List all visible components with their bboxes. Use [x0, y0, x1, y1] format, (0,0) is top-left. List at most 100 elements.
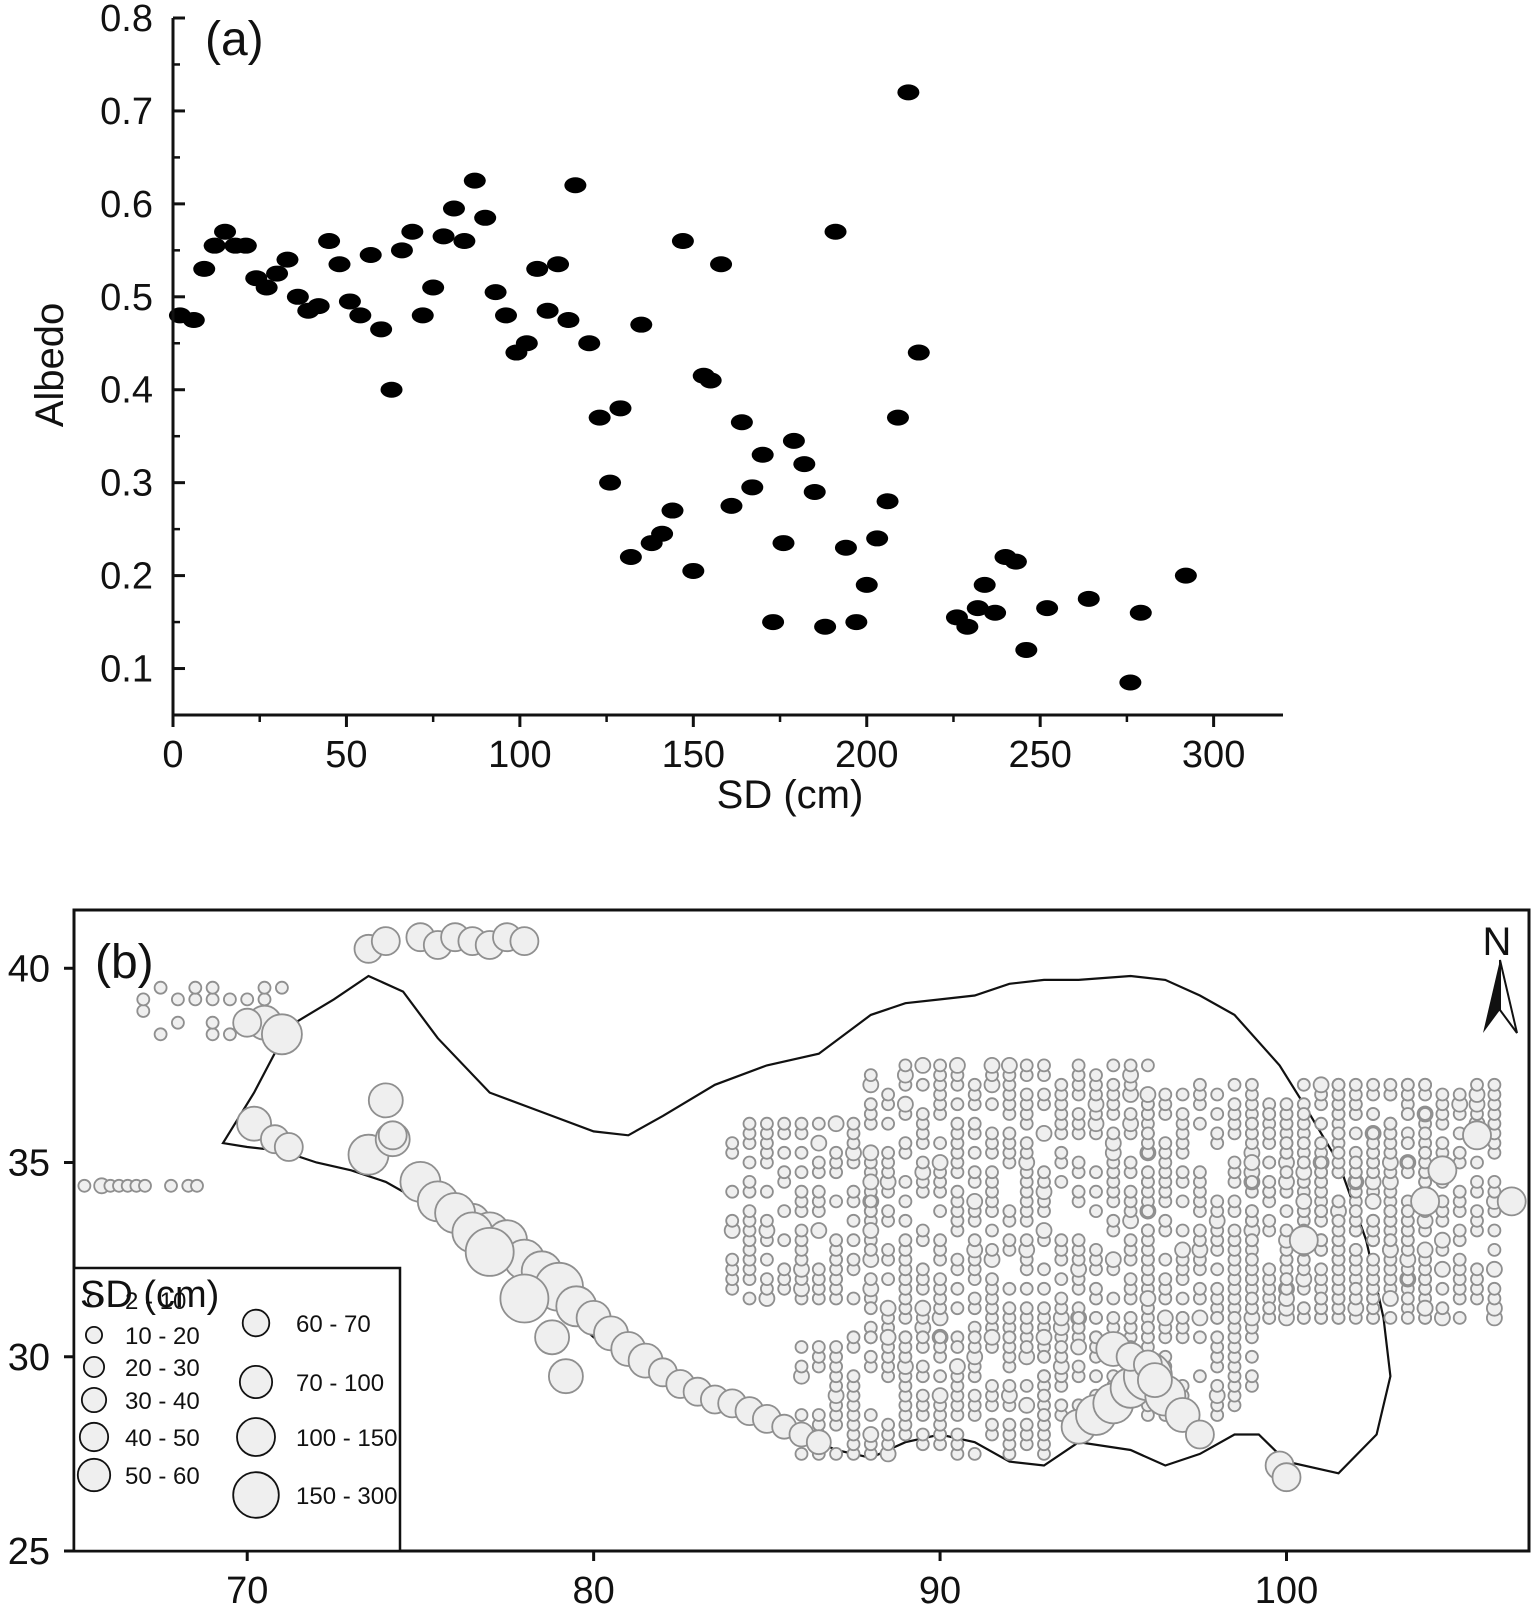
panel-b-station-circle — [205, 1015, 220, 1030]
legend-circle-icon — [241, 1308, 271, 1338]
panel-b-station-circle — [1262, 1301, 1277, 1316]
legend-title: SD (cm) — [80, 1274, 219, 1316]
legend-circle-icon — [85, 1326, 104, 1345]
panel-a-y-tick-label: 0.6 — [100, 184, 153, 226]
panel-b-station-circle — [829, 1194, 843, 1209]
panel-b-station-circle — [794, 1116, 809, 1131]
panel-a-data-point — [956, 618, 979, 635]
panel-b-station-circle — [915, 1155, 930, 1170]
panel-b-station-circle — [794, 1145, 809, 1160]
panel-b-station-circle — [1141, 1223, 1155, 1238]
panel-b-station-circle — [760, 1272, 774, 1286]
panel-b-station-circle — [1054, 1233, 1069, 1248]
panel-b-station-circle — [949, 1358, 966, 1375]
panel-b-station-circle — [1262, 1126, 1277, 1141]
panel-b-station-circle — [862, 1222, 880, 1239]
panel-b-station-circle — [1331, 1194, 1346, 1209]
panel-b-station-circle — [1296, 1301, 1311, 1316]
panel-b-station-circle — [1427, 1155, 1458, 1186]
panel-a-data-point — [824, 223, 847, 240]
panel-b-station-circle — [915, 1359, 930, 1374]
panel-b-station-circle — [742, 1155, 757, 1170]
panel-b-station-circle — [794, 1447, 809, 1461]
panel-b-station-circle — [985, 1379, 999, 1393]
panel-b-station-circle — [1002, 1233, 1017, 1248]
panel-b-station-circle — [1288, 1225, 1319, 1256]
panel-b-station-circle — [1245, 1369, 1259, 1384]
panel-b-station-circle — [1019, 1058, 1034, 1073]
panel-b-station-circle — [534, 1319, 570, 1356]
panel-b-station-circle — [1210, 1281, 1225, 1296]
panel-b-station-circle — [509, 926, 540, 956]
panel-b-station-circle — [1400, 1107, 1415, 1121]
panel-b-station-circle — [985, 1243, 999, 1257]
panel-a-axes: 0 50 100 150 200 250 300 0.1 0.2 0.3 0.4 0.5 0.6 0.7 0… — [100, 0, 1283, 776]
panel-b-station-circle — [898, 1194, 913, 1209]
panel-a-x-tick-label: 100 — [488, 734, 551, 776]
panel-b-station-circle — [1210, 1087, 1225, 1102]
panel-b-station-circle — [170, 992, 185, 1007]
panel-b-station-circle — [1435, 1281, 1450, 1296]
legend-circle-icon — [76, 1457, 112, 1493]
legend-items: 2 - 10 10 - 20 20 - 30 30 - 40 40 - 50 50 - 6… — [76, 1288, 397, 1519]
panel-b-station-circle — [760, 1252, 774, 1267]
panel-b-station-circle — [1383, 1077, 1398, 1092]
panel-b-station-circle — [967, 1233, 982, 1248]
panel-b-station-circle — [863, 1330, 878, 1345]
panel-b-station-circle — [1106, 1058, 1121, 1073]
panel-b-station-circle — [950, 1281, 965, 1296]
panel-b-station-circle — [777, 1262, 792, 1277]
panel-b-station-circle — [1279, 1136, 1294, 1150]
panel-b-station-circle — [370, 926, 401, 956]
panel-b-station-circle — [1452, 1184, 1467, 1199]
panel-a-data-point — [1077, 590, 1100, 607]
panel-b-station-circle — [1312, 1076, 1330, 1094]
panel-b-station-circle — [1243, 1154, 1261, 1171]
panel-b-station-circle — [153, 980, 168, 995]
panel-a-data-point — [599, 474, 622, 491]
panel-b-station-circle — [846, 1184, 861, 1199]
panel-b-station-circle — [985, 1223, 999, 1238]
panel-a-data-point — [845, 614, 868, 631]
legend-class-label: 20 - 30 — [125, 1355, 200, 1382]
panel-b-station-circle — [1227, 1077, 1242, 1092]
panel-b-station-circle — [1019, 1087, 1034, 1102]
panel-b-station-circle — [863, 1097, 878, 1112]
panel-b-station-circle — [1089, 1204, 1103, 1218]
panel-b-station-circle — [846, 1369, 861, 1384]
panel-a-data-point — [411, 307, 434, 324]
panel-b-station-circle — [1434, 1231, 1451, 1249]
panel-b-station-circle — [1227, 1097, 1242, 1112]
panel-a-data-point — [349, 307, 372, 324]
panel-b-station-circle — [257, 992, 272, 1007]
panel-b-latitude-label: 30 — [8, 1337, 50, 1379]
panel-b-station-circle — [950, 1116, 965, 1131]
panel-b-station-circle — [725, 1184, 740, 1199]
legend-class-label: 50 - 60 — [125, 1463, 200, 1490]
panel-b-station-circle — [881, 1417, 895, 1432]
panel-b-station-circle — [1141, 1204, 1155, 1218]
panel-a-y-tick-label: 0.4 — [100, 370, 153, 412]
panel-b-station-circle — [914, 1299, 932, 1317]
panel-b-station-circle — [1314, 1262, 1328, 1277]
panel-a-data-point — [855, 576, 878, 593]
panel-b-station-circle — [1156, 1309, 1174, 1327]
panel-b-station-circle — [1002, 1301, 1017, 1316]
panel-b-station-circle — [205, 992, 220, 1007]
panel-b-station-circle — [1037, 1369, 1051, 1384]
panel-b-station-circle — [1071, 1359, 1086, 1374]
panel-a-x-axis-title: SD (cm) — [717, 773, 864, 817]
panel-b-station-circle — [232, 1007, 263, 1038]
panel-b-station-circle — [1245, 1252, 1259, 1267]
panel-b-station-circle — [1158, 1087, 1173, 1102]
panel-b-station-circle — [1141, 1165, 1155, 1180]
panel-b-station-circle — [1487, 1223, 1502, 1238]
panel-a-data-point — [255, 279, 278, 296]
panel-b-station-circle — [188, 992, 203, 1007]
panel-b-station-circle — [1262, 1155, 1277, 1170]
panel-b-station-circle — [1210, 1126, 1225, 1141]
panel-b-station-circle — [898, 1136, 913, 1150]
panel-b-station-circle — [777, 1204, 792, 1218]
panel-b-station-circle — [881, 1087, 895, 1102]
